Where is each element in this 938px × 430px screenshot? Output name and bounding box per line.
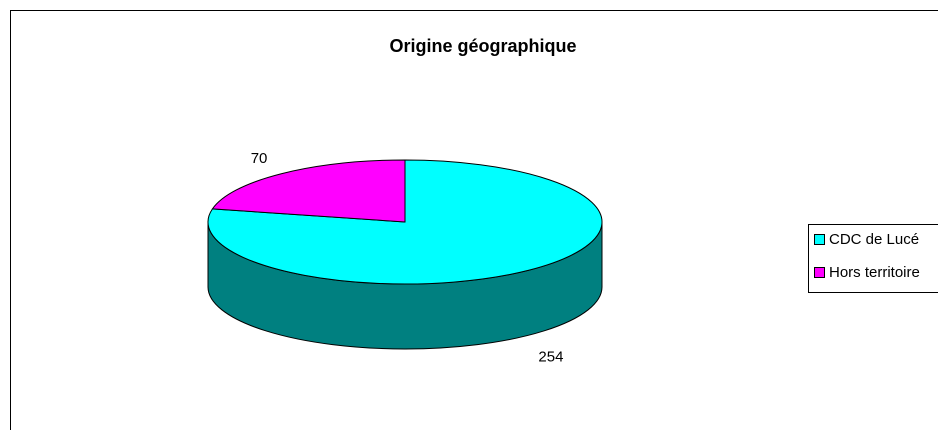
legend-swatch [814,267,825,278]
legend-box [808,224,938,293]
chart-title: Origine géographique [389,36,576,56]
pie-slice [211,159,406,223]
legend-label: CDC de Lucé [829,231,919,248]
legend-label: Hors territoire [829,264,920,281]
legend-swatch [814,234,825,245]
data-label: 70 [251,150,268,167]
data-label: 254 [538,349,563,366]
